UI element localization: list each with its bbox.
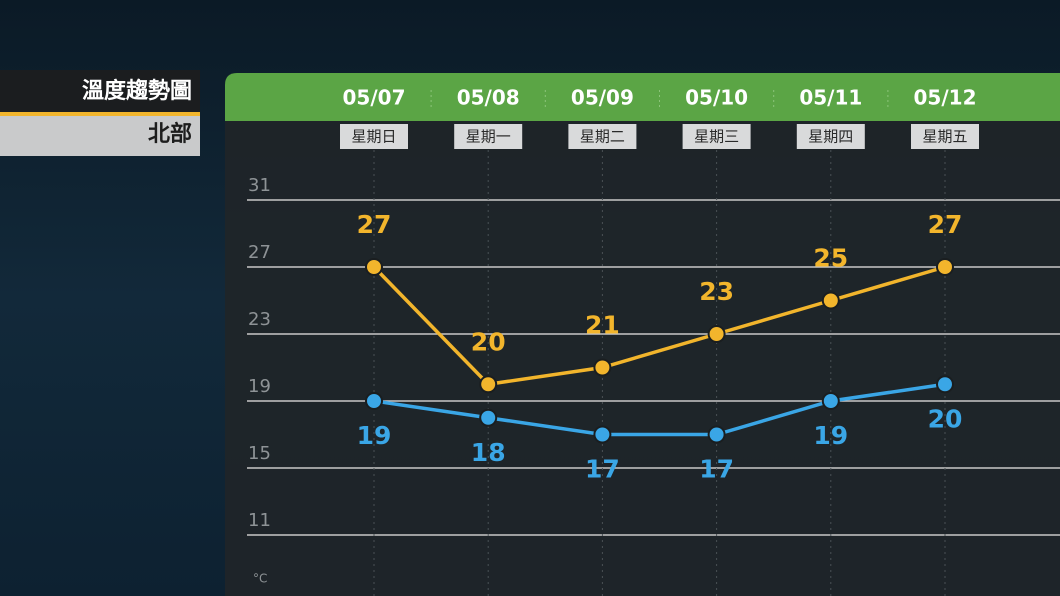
y-tick-label: 19 [248, 376, 271, 397]
y-tick-label: 23 [248, 309, 271, 330]
value-label: 25 [813, 244, 848, 273]
temperature-point [821, 291, 840, 310]
weekday-box [568, 124, 637, 149]
y-tick-label: 15 [248, 443, 271, 464]
temperature-line [373, 382, 946, 437]
weekday-label: 星期日 [351, 128, 396, 146]
weekday-box [796, 124, 865, 149]
weekday-box [454, 124, 523, 149]
date-label: 05/08 [457, 86, 520, 110]
value-label: 27 [928, 210, 963, 239]
value-label: 20 [471, 327, 506, 356]
temperature-point [365, 258, 383, 276]
date-label: 05/12 [914, 86, 977, 110]
temperature-point [593, 425, 612, 444]
temperature-point [936, 258, 954, 276]
y-tick-label: 11 [248, 510, 271, 531]
y-axis-unit: °C [253, 572, 267, 586]
weekday-box [911, 124, 979, 149]
weekday-label: 星期二 [580, 128, 625, 146]
temperature-point [821, 392, 840, 410]
value-label: 23 [699, 277, 734, 306]
header-bar [225, 73, 1060, 121]
temperature-point [479, 408, 498, 427]
temperature-point [707, 425, 726, 444]
weekday-label: 星期四 [808, 128, 853, 146]
temperature-point [479, 375, 498, 394]
temperature-point [365, 392, 383, 410]
region-box [0, 116, 200, 156]
title-box [0, 70, 200, 112]
y-tick-label: 27 [248, 242, 271, 263]
value-label: 19 [813, 421, 848, 450]
panel-title: 溫度趨勢圖 [82, 78, 192, 104]
date-label: 05/07 [343, 86, 406, 110]
value-label: 17 [699, 455, 734, 484]
weekday-label: 星期三 [694, 128, 739, 146]
value-label: 19 [357, 421, 392, 450]
weekday-label: 星期五 [922, 128, 967, 146]
value-label: 20 [928, 404, 963, 433]
y-tick-label: 31 [248, 175, 271, 196]
weekday-box [682, 124, 751, 149]
date-label: 05/10 [685, 86, 748, 110]
temperature-point [936, 375, 954, 394]
date-label: 05/11 [799, 86, 862, 110]
value-label: 27 [357, 210, 392, 239]
title-underline [0, 112, 200, 116]
temperature-point [593, 358, 612, 377]
temperature-point [707, 325, 726, 343]
value-label: 17 [585, 455, 620, 484]
weekday-label: 星期一 [466, 128, 511, 146]
value-label: 18 [471, 438, 506, 467]
region-label: 北部 [148, 121, 192, 147]
weekday-box [340, 124, 408, 149]
date-label: 05/09 [571, 86, 634, 110]
value-label: 21 [585, 311, 620, 340]
temperature-line [372, 265, 946, 387]
